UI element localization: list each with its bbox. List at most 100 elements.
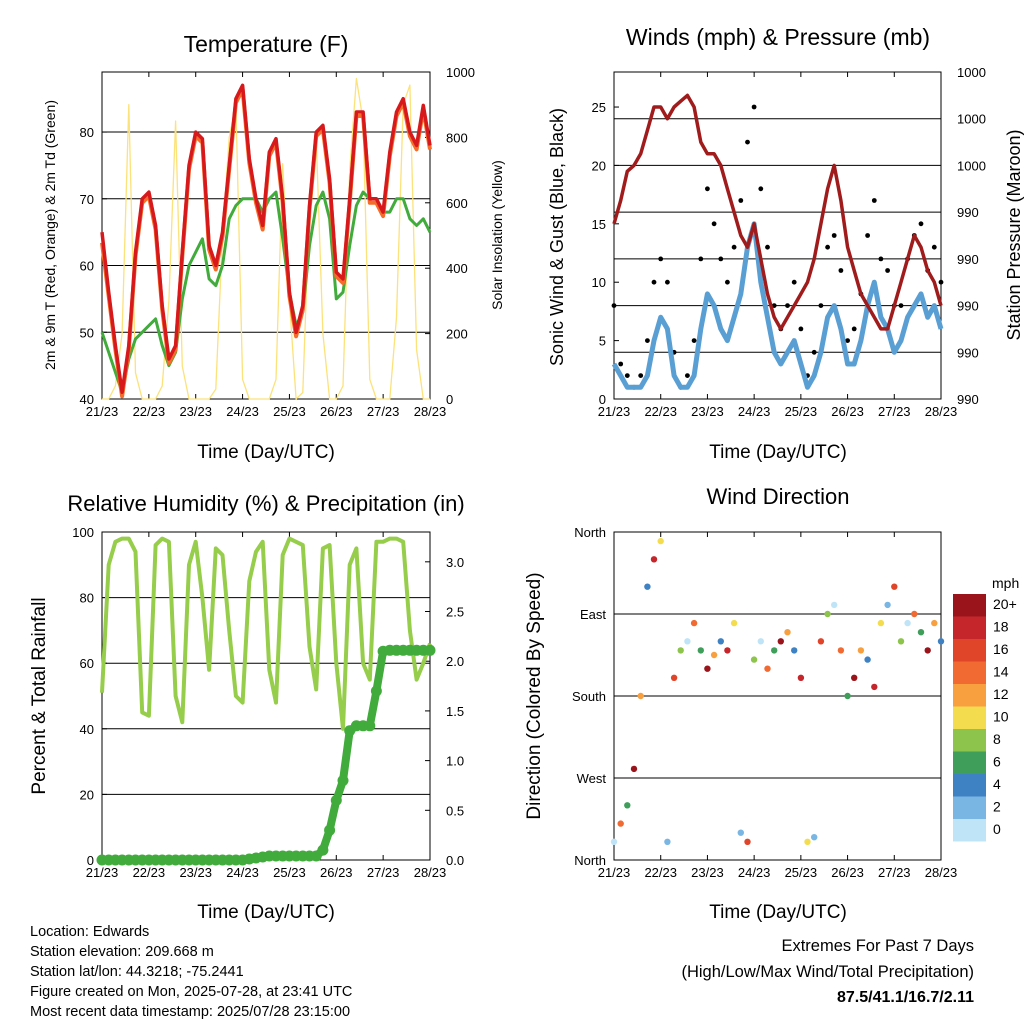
gust-point bbox=[751, 104, 757, 110]
humidity-xtick-label: 28/23 bbox=[414, 865, 447, 880]
direction-legend-label: 18 bbox=[993, 619, 1009, 635]
humidity-xtick-label: 23/23 bbox=[179, 865, 212, 880]
direction-legend-swatch bbox=[953, 616, 986, 639]
precipitation-point bbox=[424, 644, 436, 656]
temperature-ytick-label: 60 bbox=[80, 259, 94, 274]
gust-point bbox=[765, 244, 770, 250]
gust-point bbox=[845, 338, 850, 343]
humidity-y2tick-label: 1.5 bbox=[446, 704, 464, 719]
precipitation-point bbox=[370, 685, 382, 697]
winds-xtick-label: 27/23 bbox=[878, 404, 911, 419]
direction-point bbox=[704, 665, 711, 672]
direction-legend-label: 2 bbox=[993, 799, 1001, 815]
direction-point bbox=[697, 647, 704, 654]
temperature-y2tick-label: 600 bbox=[446, 196, 468, 211]
temperature-plot-frame bbox=[101, 71, 431, 400]
direction-point bbox=[771, 647, 778, 654]
direction-point bbox=[897, 638, 905, 645]
gust-point bbox=[705, 186, 710, 192]
temperature-xtick-label: 25/23 bbox=[273, 404, 306, 419]
gust-point bbox=[811, 349, 817, 355]
direction-point bbox=[737, 829, 744, 836]
direction-point bbox=[664, 838, 671, 845]
gust-point bbox=[618, 361, 624, 367]
temperature-xlabel: Time (Day/UTC) bbox=[197, 442, 335, 463]
winds-ytick-label: 15 bbox=[592, 217, 606, 232]
gust-point bbox=[825, 244, 830, 250]
winds-y2tick-label: 990 bbox=[957, 392, 979, 407]
relative-humidity-line bbox=[100, 536, 432, 731]
temperature-ytick-label: 80 bbox=[80, 125, 94, 140]
direction-point bbox=[610, 838, 618, 845]
winds-ytick-label: 10 bbox=[592, 275, 606, 290]
humidity-ytick-label: 80 bbox=[80, 591, 94, 606]
direction-xlabel: Time (Day/UTC) bbox=[709, 902, 847, 923]
direction-legend-swatch bbox=[953, 774, 986, 797]
humidity-xtick-label: 27/23 bbox=[367, 865, 400, 880]
direction-legend-label: 20+ bbox=[993, 596, 1017, 612]
winds-panel: Winds (mph) & Pressure (mb) Time (Day/UT… bbox=[547, 24, 1024, 463]
direction-point bbox=[857, 647, 865, 654]
direction-ytick-label: West bbox=[577, 771, 607, 786]
gust-point bbox=[738, 198, 744, 203]
temperature-y2tick-label: 400 bbox=[446, 261, 468, 276]
direction-point bbox=[904, 619, 911, 627]
gust-point bbox=[865, 233, 870, 238]
winds-y2label: Station Pressure (Maroon) bbox=[1004, 129, 1024, 340]
direction-point bbox=[931, 619, 938, 627]
direction-legend-swatch bbox=[953, 751, 986, 774]
gust-point bbox=[818, 303, 824, 308]
direction-legend-swatch bbox=[953, 661, 986, 684]
extremes-subheading: (High/Low/Max Wind/Total Precipitation) bbox=[681, 963, 974, 981]
gust-point bbox=[698, 256, 704, 262]
winds-y2tick-label: 990 bbox=[957, 252, 979, 267]
temperature-ytick-label: 40 bbox=[80, 392, 94, 407]
direction-point bbox=[804, 838, 811, 845]
direction-legend-swatch bbox=[953, 639, 986, 662]
direction-legend-swatch bbox=[953, 819, 986, 842]
temperature-xtick-label: 26/23 bbox=[320, 404, 353, 419]
solar-insolation-line bbox=[102, 77, 430, 400]
winds-y2tick-label: 990 bbox=[957, 205, 979, 220]
precipitation-point bbox=[324, 824, 336, 836]
direction-point bbox=[884, 601, 891, 609]
winds-xtick-label: 25/23 bbox=[785, 404, 818, 419]
gust-point bbox=[611, 303, 617, 308]
direction-point bbox=[851, 674, 858, 681]
extremes-box: Extremes For Past 7 Days (High/Low/Max W… bbox=[681, 933, 974, 1011]
direction-point bbox=[844, 692, 851, 700]
winds-xtick-label: 26/23 bbox=[831, 404, 864, 419]
direction-point bbox=[744, 838, 751, 845]
gust-point bbox=[745, 139, 750, 145]
precipitation-point bbox=[317, 844, 329, 856]
dewpoint-line bbox=[100, 190, 432, 394]
temperature-ytick-label: 70 bbox=[80, 192, 94, 207]
gust-point bbox=[665, 279, 670, 285]
direction-point bbox=[791, 647, 798, 654]
gust-point bbox=[645, 338, 650, 343]
direction-legend-label: 16 bbox=[993, 641, 1009, 657]
direction-legend-swatch bbox=[953, 684, 986, 707]
direction-legend-label: 12 bbox=[993, 686, 1009, 702]
gust-point bbox=[838, 268, 844, 273]
gust-point bbox=[938, 279, 944, 285]
temperature-y2tick-label: 0 bbox=[446, 392, 453, 407]
gust-point bbox=[725, 279, 730, 285]
direction-legend-label: 14 bbox=[993, 664, 1009, 680]
gust-point bbox=[658, 256, 664, 262]
winds-y2tick-label: 990 bbox=[957, 299, 979, 314]
temperature-y2tick-label: 800 bbox=[446, 130, 468, 145]
winds-y2tick-label: 1000 bbox=[957, 65, 986, 80]
gust-point bbox=[691, 338, 697, 343]
station-pressure-line bbox=[612, 93, 943, 331]
direction-xtick-label: 28/23 bbox=[925, 865, 958, 880]
direction-point bbox=[837, 647, 845, 654]
figure-created: Figure created on Mon, 2025-07-28, at 23… bbox=[30, 984, 353, 1000]
winds-xtick-label: 22/23 bbox=[644, 404, 677, 419]
temperature-xtick-label: 21/23 bbox=[86, 404, 119, 419]
station-info: Location: Edwards Station elevation: 209… bbox=[30, 922, 352, 1022]
temperature-ytick-label: 50 bbox=[80, 325, 94, 340]
humidity-title: Relative Humidity (%) & Precipitation (i… bbox=[67, 491, 464, 516]
gust-point bbox=[651, 279, 657, 285]
